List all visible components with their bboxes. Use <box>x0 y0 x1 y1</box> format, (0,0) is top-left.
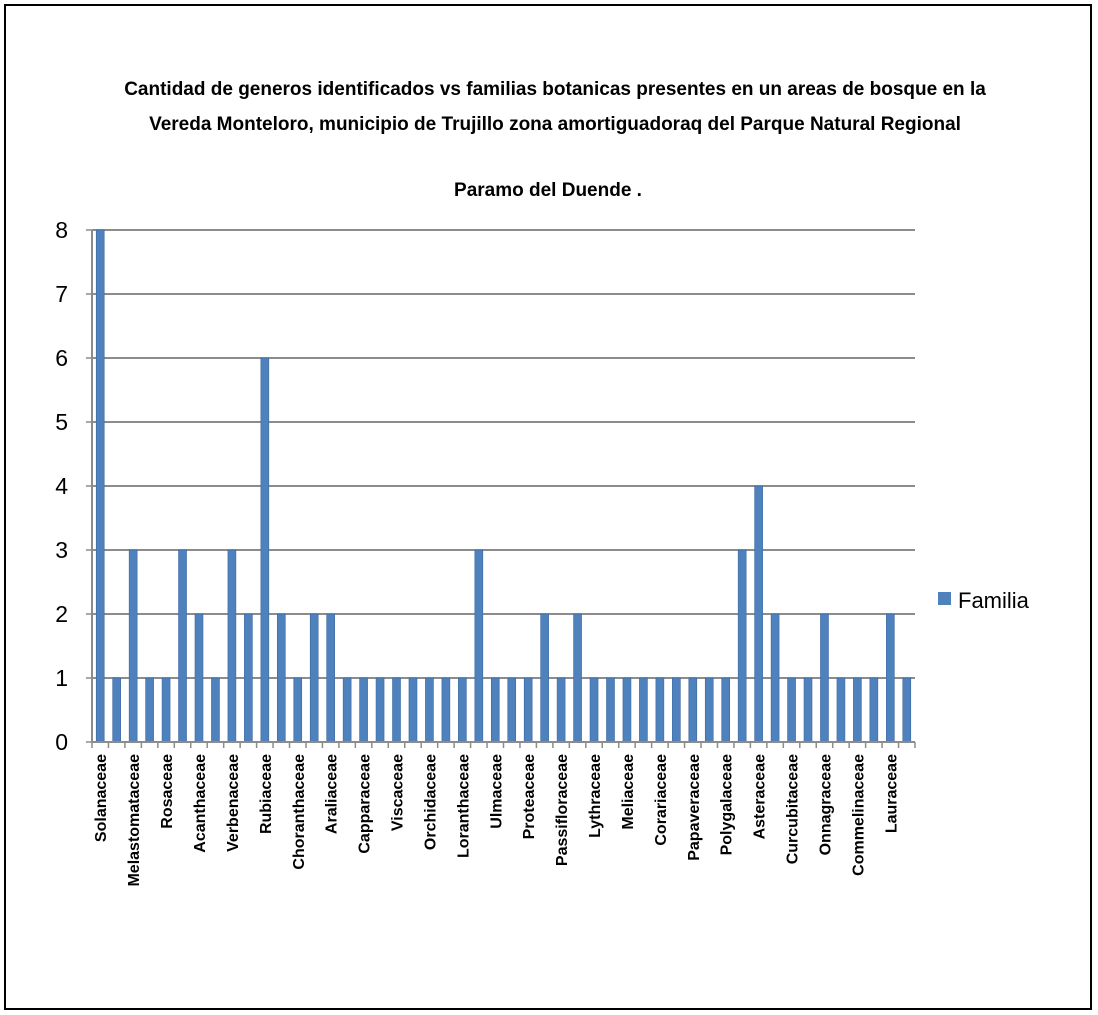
x-tick-label: Papaveraceae <box>686 754 703 861</box>
bar <box>309 613 319 743</box>
bar <box>95 229 105 743</box>
legend-swatch <box>938 592 951 605</box>
x-tick-label: Araliaceae <box>324 754 341 834</box>
bar <box>721 677 731 743</box>
x-tick-label: Loranthaceae <box>455 754 472 858</box>
y-tick-label: 5 <box>55 409 68 435</box>
title-line-2: Vereda Monteloro, municipio de Trujillo … <box>149 114 961 135</box>
bar <box>869 677 879 743</box>
bar <box>161 677 171 743</box>
y-tick-label: 8 <box>55 217 68 243</box>
bar <box>754 485 763 743</box>
bar <box>655 677 665 743</box>
x-tick-label: Melastomataceae <box>126 754 143 887</box>
bar <box>392 677 401 743</box>
bar <box>820 613 829 743</box>
x-tick-label: Corariaceae <box>653 754 670 846</box>
bar <box>737 549 747 743</box>
legend-label: Familia <box>958 588 1030 613</box>
bar <box>260 357 270 743</box>
x-axis-tick-labels: Solanaceae Melastomataceae Rosaceae Acantha… <box>93 754 900 887</box>
chart-frame <box>4 4 1092 1010</box>
y-tick-label: 1 <box>55 665 68 691</box>
x-tick-label: Onnagraceae <box>817 754 834 855</box>
bar <box>293 677 303 743</box>
title-line-1: Cantidad de generos identificados vs fam… <box>124 79 986 100</box>
bar <box>836 677 846 743</box>
bar <box>770 613 780 743</box>
x-tick-label: Solanaceae <box>93 754 110 842</box>
bar <box>211 677 220 743</box>
chart-title: Cantidad de generos identificados vs fam… <box>124 79 986 201</box>
bar <box>408 677 418 743</box>
bar <box>276 613 286 743</box>
y-tick-label: 2 <box>55 601 68 627</box>
bar <box>639 677 648 743</box>
bar <box>606 677 615 743</box>
bar <box>112 677 121 743</box>
bar <box>803 677 813 743</box>
gridlines <box>92 229 915 679</box>
x-tick-label: Orchidaceae <box>422 754 439 850</box>
axes <box>86 229 916 748</box>
x-tick-label: Lythraceae <box>587 754 604 838</box>
bar <box>244 613 253 743</box>
bar <box>507 677 517 743</box>
x-tick-label: Passifloraceae <box>554 754 571 866</box>
y-tick-label: 0 <box>55 729 68 755</box>
bar <box>227 549 237 743</box>
bar <box>128 549 138 743</box>
bar <box>359 677 368 743</box>
bar <box>556 677 566 743</box>
bar <box>342 677 352 743</box>
y-tick-label: 4 <box>55 473 68 499</box>
x-tick-label: Asteraceae <box>752 754 769 840</box>
x-tick-label: Rubiaceae <box>258 754 275 834</box>
x-tick-label: Verbenaceae <box>225 754 242 852</box>
y-tick-label: 3 <box>55 537 68 563</box>
bar <box>688 677 698 743</box>
x-tick-label: Capparaceae <box>357 754 374 854</box>
bar <box>622 677 632 743</box>
legend: Familia <box>938 588 1030 613</box>
bar <box>194 613 204 743</box>
bar <box>326 613 335 743</box>
bar <box>886 613 895 743</box>
bar <box>523 677 533 743</box>
title-line-3: Paramo del Duende . <box>454 180 642 201</box>
bar <box>589 677 599 743</box>
bar <box>178 549 187 743</box>
y-tick-label: 7 <box>55 281 68 307</box>
x-tick-label: Acanthaceae <box>192 754 209 853</box>
bar <box>145 677 154 743</box>
bar <box>573 613 582 743</box>
x-tick-label: Proteaceae <box>521 754 538 839</box>
x-tick-label: Polygalaceae <box>719 754 736 856</box>
bar <box>375 677 385 743</box>
x-tick-label: Commelinaceae <box>850 754 867 876</box>
x-tick-label: Choranthaceae <box>291 754 308 870</box>
bar <box>787 677 796 743</box>
bar <box>425 677 434 743</box>
bar <box>490 677 500 743</box>
bar <box>902 677 912 743</box>
bar <box>474 549 484 743</box>
bar <box>458 677 467 743</box>
x-tick-label: Viscaceae <box>390 754 407 831</box>
bar <box>441 677 451 743</box>
bar <box>704 677 714 743</box>
bar <box>672 677 681 743</box>
bar <box>540 613 549 743</box>
y-axis-tick-labels: 0 1 2 3 4 5 6 7 8 <box>55 217 68 755</box>
x-tick-label: Rosaceae <box>159 754 176 829</box>
x-tick-label: Curcubitaceae <box>785 754 802 864</box>
bar <box>853 677 862 743</box>
x-tick-label: Meliaceae <box>620 754 637 830</box>
x-tick-label: Lauraceae <box>883 754 900 833</box>
y-tick-label: 6 <box>55 345 68 371</box>
x-tick-label: Ulmaceae <box>488 754 505 829</box>
